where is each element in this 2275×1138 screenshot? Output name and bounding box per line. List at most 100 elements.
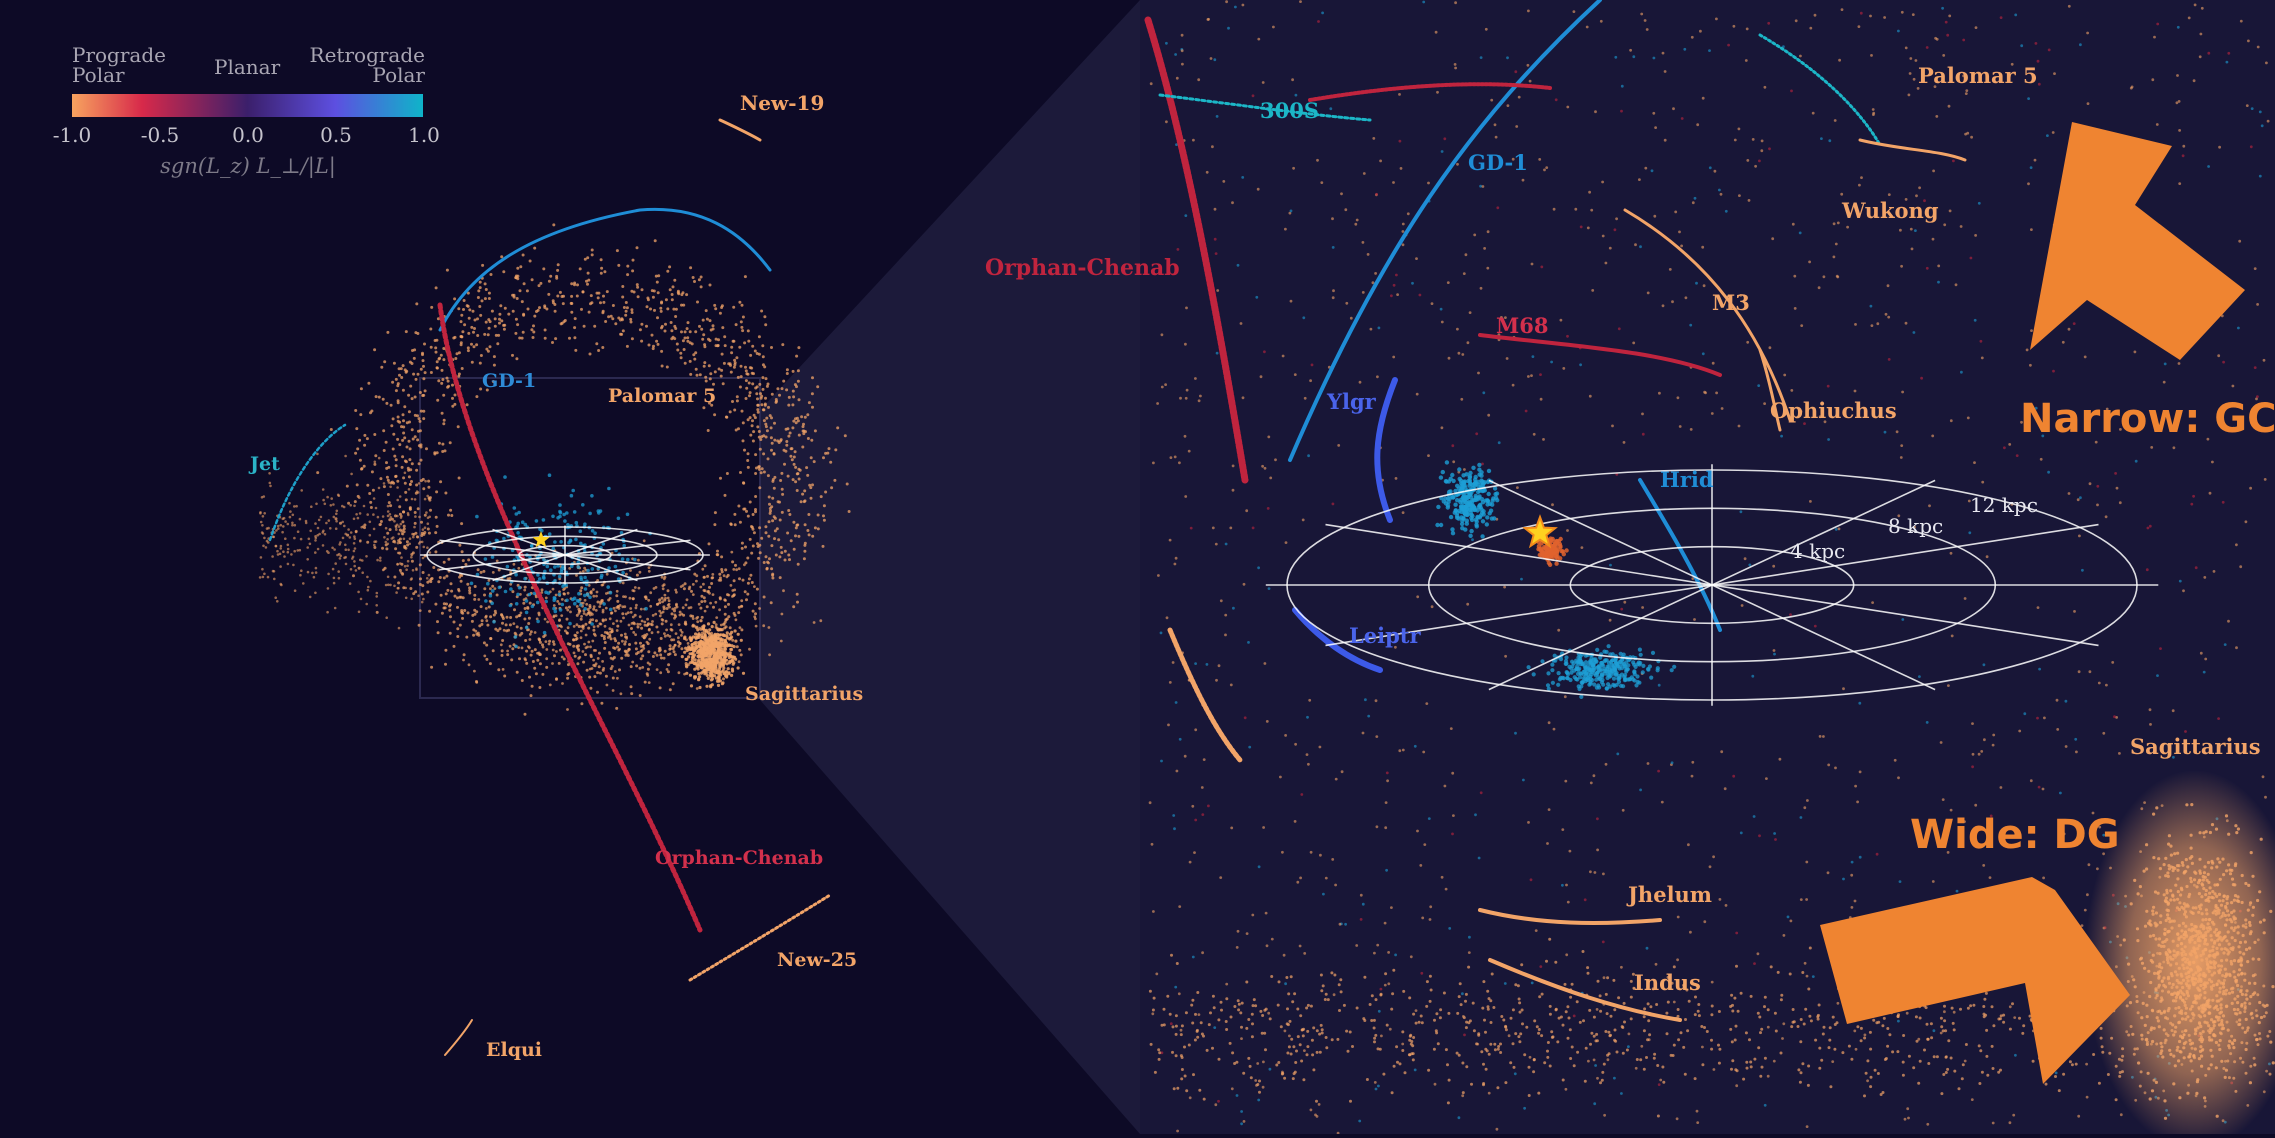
particle bbox=[621, 605, 625, 609]
particle bbox=[354, 530, 358, 534]
particle bbox=[1805, 860, 1809, 864]
particle bbox=[661, 584, 665, 588]
particle bbox=[708, 319, 712, 323]
particle bbox=[1487, 997, 1491, 1001]
particle bbox=[1479, 184, 1482, 188]
particle bbox=[700, 655, 705, 660]
particle bbox=[1539, 397, 1543, 401]
particle bbox=[579, 541, 583, 546]
particle bbox=[732, 645, 736, 649]
particle bbox=[721, 326, 725, 330]
particle bbox=[545, 665, 549, 669]
particle bbox=[1677, 1038, 1681, 1042]
particle bbox=[1632, 55, 1636, 59]
particle bbox=[676, 348, 680, 352]
particle bbox=[414, 531, 418, 535]
particle bbox=[1767, 21, 1771, 25]
particle bbox=[1263, 1031, 1267, 1035]
particle bbox=[712, 605, 715, 609]
particle bbox=[1591, 289, 1595, 292]
particle bbox=[497, 668, 501, 672]
particle bbox=[306, 546, 310, 549]
particle bbox=[822, 518, 826, 522]
particle bbox=[1733, 1038, 1737, 1042]
particle bbox=[529, 653, 533, 657]
particle bbox=[1511, 157, 1515, 161]
particle bbox=[635, 283, 639, 287]
particle bbox=[636, 622, 640, 626]
particle bbox=[1946, 851, 1950, 854]
particle bbox=[785, 368, 789, 372]
particle bbox=[1858, 855, 1862, 859]
particle bbox=[724, 599, 727, 602]
particle bbox=[721, 641, 725, 645]
particle bbox=[745, 372, 749, 376]
particle bbox=[1236, 999, 1240, 1003]
particle bbox=[723, 612, 727, 616]
particle bbox=[689, 638, 693, 642]
particle bbox=[1401, 222, 1405, 226]
particle bbox=[1240, 1037, 1243, 1040]
particle bbox=[659, 611, 663, 615]
particle bbox=[834, 448, 838, 452]
particle bbox=[1362, 172, 1366, 175]
particle bbox=[1727, 43, 1730, 47]
particle bbox=[588, 605, 592, 609]
particle bbox=[1398, 139, 1402, 143]
particle bbox=[727, 602, 730, 606]
particle bbox=[648, 637, 652, 641]
particle bbox=[697, 664, 701, 668]
particle bbox=[1298, 944, 1302, 948]
particle bbox=[470, 342, 473, 346]
particle bbox=[1354, 222, 1358, 226]
particle bbox=[418, 391, 422, 394]
particle bbox=[311, 571, 314, 575]
particle bbox=[1756, 952, 1760, 956]
particle bbox=[533, 314, 537, 318]
particle bbox=[1952, 1028, 1956, 1032]
particle bbox=[576, 565, 581, 569]
particle bbox=[829, 460, 833, 464]
particle bbox=[2256, 45, 2260, 49]
particle bbox=[1891, 1050, 1895, 1054]
particle bbox=[599, 622, 603, 626]
particle bbox=[1774, 1029, 1778, 1033]
particle bbox=[591, 613, 594, 616]
particle bbox=[1398, 93, 1401, 96]
particle bbox=[633, 586, 637, 589]
particle bbox=[1703, 390, 1706, 394]
particle bbox=[707, 542, 711, 546]
particle bbox=[695, 650, 700, 655]
particle bbox=[2059, 791, 2062, 795]
particle bbox=[2054, 1071, 2058, 1075]
particle bbox=[1533, 1019, 1537, 1023]
particle bbox=[477, 598, 481, 601]
particle bbox=[404, 586, 408, 590]
particle bbox=[530, 684, 534, 688]
particle bbox=[1684, 296, 1688, 300]
particle bbox=[789, 539, 793, 543]
particle bbox=[770, 567, 774, 571]
particle bbox=[1191, 1021, 1195, 1025]
particle bbox=[1315, 1050, 1319, 1054]
particle bbox=[397, 539, 401, 543]
particle bbox=[594, 634, 597, 637]
particle bbox=[519, 626, 523, 630]
particle bbox=[2086, 893, 2089, 897]
particle bbox=[673, 337, 677, 341]
particle bbox=[408, 482, 412, 486]
particle bbox=[1205, 170, 1209, 174]
particle bbox=[802, 432, 806, 436]
particle bbox=[2029, 166, 2033, 170]
particle bbox=[1317, 20, 1320, 23]
particle bbox=[1572, 10, 1576, 14]
particle bbox=[803, 499, 807, 503]
particle bbox=[507, 628, 511, 632]
particle bbox=[524, 625, 529, 630]
particle bbox=[2056, 728, 2060, 731]
particle bbox=[1971, 752, 1975, 756]
particle bbox=[2046, 134, 2049, 138]
particle bbox=[526, 307, 530, 311]
particle bbox=[389, 583, 392, 587]
particle bbox=[731, 595, 734, 598]
